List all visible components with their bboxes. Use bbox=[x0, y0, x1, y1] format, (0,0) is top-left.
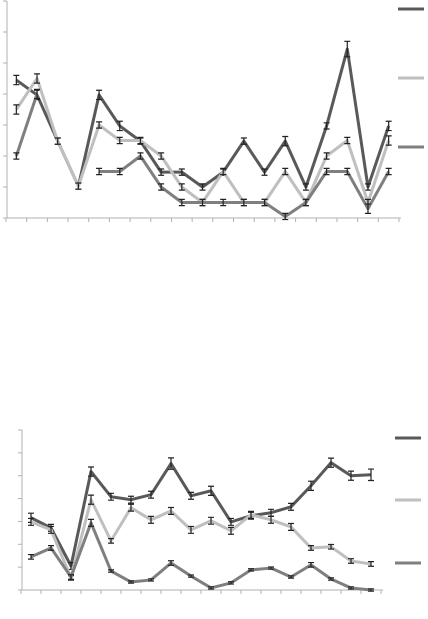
error-bar bbox=[13, 152, 20, 160]
error-bar bbox=[268, 515, 274, 524]
error-bar bbox=[96, 167, 103, 176]
error-bar bbox=[268, 566, 274, 570]
error-bar bbox=[88, 518, 94, 527]
error-bar bbox=[344, 40, 351, 58]
error-bar bbox=[199, 198, 206, 207]
error-bar bbox=[178, 198, 185, 207]
error-bar bbox=[148, 578, 154, 582]
error-bar bbox=[308, 480, 314, 491]
error-bar bbox=[385, 167, 392, 176]
error-bar bbox=[199, 183, 206, 191]
error-bar bbox=[188, 525, 194, 534]
error-bar bbox=[168, 506, 174, 515]
error-bar bbox=[108, 537, 114, 544]
error-bar bbox=[34, 73, 41, 84]
error-bar bbox=[88, 494, 94, 505]
error-bar bbox=[48, 525, 54, 534]
error-bar bbox=[220, 198, 227, 207]
series-line bbox=[30, 521, 372, 592]
error-bar bbox=[168, 560, 174, 566]
error-bar bbox=[385, 135, 392, 146]
error-bar bbox=[220, 167, 227, 176]
error-bar bbox=[228, 517, 234, 526]
error-bar bbox=[261, 168, 268, 176]
error-bar bbox=[178, 183, 185, 191]
error-bar bbox=[308, 561, 314, 568]
error-bar bbox=[240, 198, 247, 207]
error-bar bbox=[158, 168, 165, 176]
error-bar bbox=[168, 457, 174, 470]
error-bar bbox=[116, 120, 123, 132]
error-bar bbox=[158, 152, 165, 160]
error-bar bbox=[348, 558, 354, 564]
error-bar bbox=[240, 137, 247, 145]
error-bar bbox=[344, 136, 351, 145]
error-bar bbox=[188, 574, 194, 578]
error-bar bbox=[54, 137, 61, 145]
error-bar bbox=[208, 485, 214, 496]
error-bar bbox=[28, 517, 34, 526]
error-bar bbox=[28, 553, 34, 560]
error-bar bbox=[385, 120, 392, 132]
error-bar bbox=[116, 136, 123, 145]
error-bar bbox=[96, 121, 103, 129]
error-bar bbox=[368, 588, 374, 592]
error-bar bbox=[148, 490, 154, 499]
series-line bbox=[15, 47, 391, 189]
error-bar bbox=[328, 457, 334, 468]
error-bar bbox=[108, 492, 114, 501]
error-bar bbox=[13, 104, 20, 115]
error-bar bbox=[208, 586, 214, 590]
error-bar bbox=[228, 581, 234, 585]
error-bar bbox=[158, 183, 165, 191]
error-bar bbox=[302, 198, 309, 207]
error-bar bbox=[248, 568, 254, 572]
error-bar bbox=[128, 503, 134, 512]
error-bar bbox=[282, 212, 289, 221]
error-bar bbox=[128, 580, 134, 584]
error-bar bbox=[328, 543, 334, 550]
error-bar bbox=[96, 89, 103, 101]
error-bar bbox=[178, 168, 185, 176]
error-bar bbox=[368, 561, 374, 567]
error-bar bbox=[208, 516, 214, 525]
error-bar bbox=[288, 502, 294, 511]
error-bar bbox=[282, 135, 289, 147]
error-bar bbox=[288, 522, 294, 531]
error-bar bbox=[13, 74, 20, 86]
error-bar bbox=[344, 167, 351, 176]
error-bar bbox=[328, 577, 334, 581]
error-bar bbox=[75, 182, 82, 190]
error-bar bbox=[348, 586, 354, 590]
error-bar bbox=[323, 152, 330, 160]
error-bar bbox=[88, 466, 94, 477]
error-bar bbox=[282, 167, 289, 176]
error-bar bbox=[368, 468, 374, 482]
error-bar bbox=[34, 88, 41, 100]
error-bar bbox=[323, 122, 330, 130]
error-bar bbox=[248, 510, 254, 519]
error-bar bbox=[68, 574, 74, 580]
error-bar bbox=[128, 495, 134, 504]
series-line bbox=[30, 461, 372, 568]
error-bar bbox=[228, 526, 234, 535]
error-bar bbox=[364, 183, 371, 191]
error-bar bbox=[148, 515, 154, 524]
error-bar bbox=[48, 545, 54, 551]
series-line bbox=[14, 93, 390, 218]
error-bar bbox=[348, 470, 354, 481]
error-bar bbox=[116, 167, 123, 176]
series-line bbox=[30, 498, 372, 580]
error-bar bbox=[288, 575, 294, 579]
error-bar bbox=[137, 136, 144, 145]
error-bar bbox=[108, 569, 114, 573]
error-bar bbox=[364, 203, 371, 214]
error-bar bbox=[137, 152, 144, 160]
error-bar bbox=[302, 183, 309, 191]
error-bar bbox=[308, 545, 314, 551]
error-bar bbox=[323, 167, 330, 176]
error-bar bbox=[261, 198, 268, 207]
error-bar bbox=[188, 491, 194, 500]
